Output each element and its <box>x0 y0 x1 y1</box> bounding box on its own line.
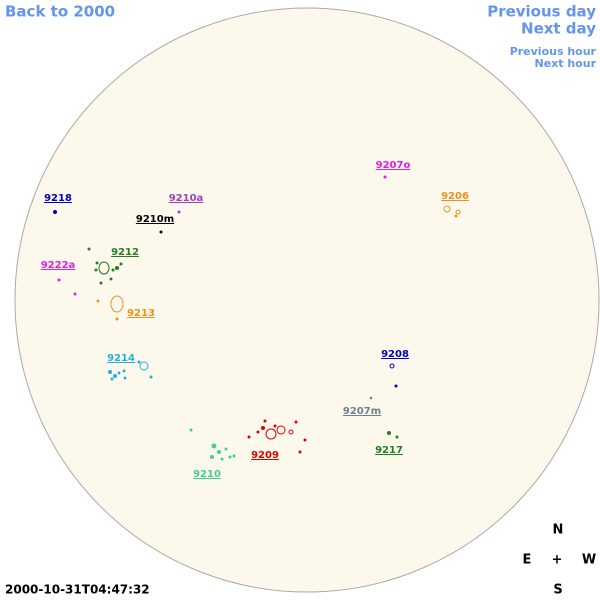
region-label[interactable]: 9213 <box>127 308 155 319</box>
compass-west: W <box>582 553 596 568</box>
compass-center: + <box>552 553 563 568</box>
sunspot <box>369 396 373 400</box>
sunspot <box>217 450 221 454</box>
previous-day-link[interactable]: Previous day <box>487 3 596 21</box>
sunspot <box>108 370 112 374</box>
sunspot <box>395 435 399 439</box>
sunspot <box>111 268 115 272</box>
region-label[interactable]: 9207o <box>376 160 411 171</box>
sunspot <box>117 371 121 375</box>
sunspot <box>265 428 277 440</box>
back-link[interactable]: Back to 2000 <box>5 3 115 21</box>
sunspot <box>288 429 294 435</box>
sunspot <box>220 457 224 461</box>
sunspot <box>273 424 277 428</box>
sunspot <box>443 205 451 213</box>
sunspot <box>389 363 395 369</box>
sunspot <box>53 210 57 214</box>
sunspot <box>115 266 119 270</box>
next-day-link[interactable]: Next day <box>521 20 596 38</box>
sunspot <box>383 175 387 179</box>
sunspot <box>94 268 98 272</box>
region-label[interactable]: 9206 <box>441 191 469 202</box>
sunspot <box>139 361 149 371</box>
sunspot <box>224 447 228 451</box>
region-label[interactable]: 9210m <box>136 214 174 225</box>
sunspot <box>110 377 114 381</box>
sunspot <box>211 443 217 449</box>
compass-south: S <box>553 583 562 598</box>
sunspot <box>113 374 117 378</box>
sunspot <box>228 455 232 459</box>
sunspot <box>263 419 267 423</box>
region-label[interactable]: 9209 <box>251 450 279 461</box>
sunspot <box>294 420 298 424</box>
next-hour-link[interactable]: Next hour <box>535 57 597 70</box>
sunspot <box>73 292 77 296</box>
sunspot <box>57 278 61 282</box>
region-label[interactable]: 9217 <box>375 445 403 456</box>
sunspot <box>387 431 391 435</box>
compass-north: N <box>553 523 564 538</box>
region-label[interactable]: 9222a <box>41 260 76 271</box>
sunspot <box>159 230 163 234</box>
region-label[interactable]: 9214 <box>107 353 135 364</box>
sunspot <box>232 454 236 458</box>
sunspot <box>189 428 193 432</box>
sunspot <box>454 214 458 218</box>
region-label[interactable]: 9208 <box>381 349 409 360</box>
sunspot <box>115 317 119 321</box>
region-label[interactable]: 9207m <box>343 406 381 417</box>
sunspot <box>119 262 123 266</box>
solar-disk <box>14 7 600 593</box>
sunspot <box>261 426 265 430</box>
sunspot <box>87 247 91 251</box>
sunspot <box>303 438 307 442</box>
sunspot <box>96 299 100 303</box>
previous-hour-link[interactable]: Previous hour <box>510 45 597 58</box>
sunspot <box>298 450 302 454</box>
region-label[interactable]: 9210 <box>193 469 221 480</box>
sunspot <box>99 281 103 285</box>
sunspot <box>123 376 127 380</box>
sunspot <box>210 455 214 459</box>
sunspot <box>276 425 286 435</box>
sunspot <box>149 375 153 379</box>
sunspot <box>247 435 251 439</box>
sunspot <box>109 277 113 281</box>
sunspot <box>110 295 124 313</box>
sunspot <box>177 210 181 214</box>
sunspot <box>394 384 398 388</box>
region-label[interactable]: 9212 <box>111 247 139 258</box>
sunspot <box>98 261 110 275</box>
sunspot <box>455 209 461 215</box>
compass-east: E <box>523 553 532 568</box>
timestamp: 2000-10-31T04:47:32 <box>5 583 150 597</box>
sunspot <box>256 430 260 434</box>
sunspot <box>95 261 99 265</box>
region-label[interactable]: 9218 <box>44 193 72 204</box>
sunspot <box>122 369 126 373</box>
sunspot <box>137 360 141 364</box>
region-label[interactable]: 9210a <box>169 193 204 204</box>
